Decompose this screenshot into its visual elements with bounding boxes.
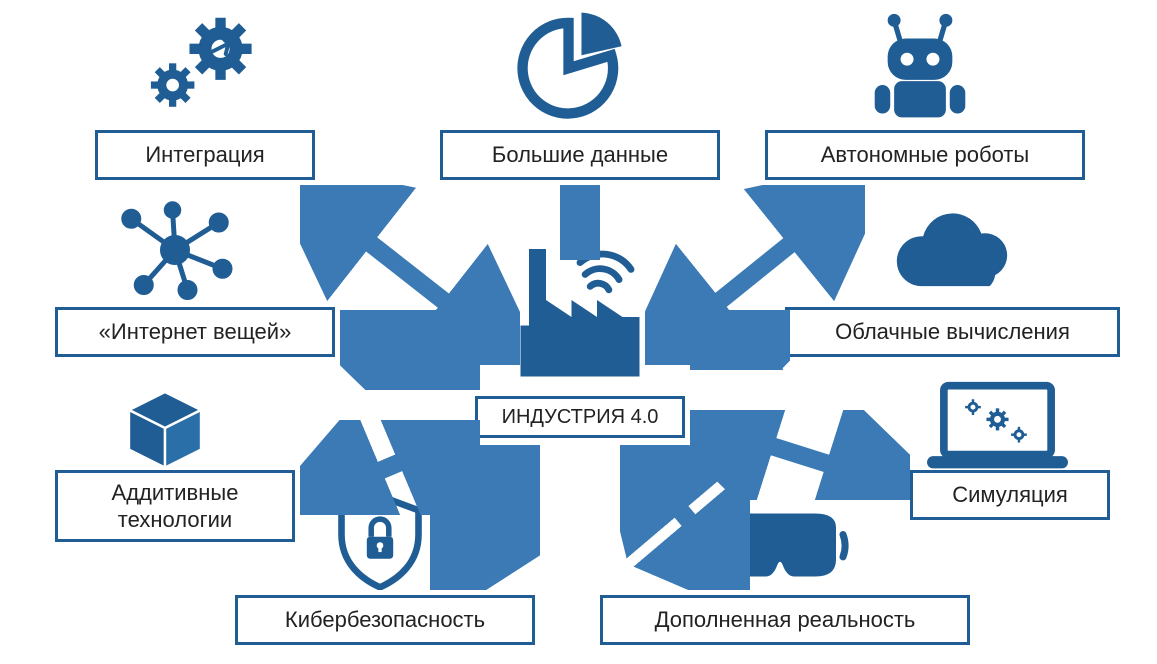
network-icon (110, 200, 240, 300)
simulation-label: Симуляция (952, 482, 1068, 508)
arrow-cloud (690, 310, 790, 370)
iot-label: «Интернет вещей» (99, 319, 292, 345)
gears-icon (140, 10, 270, 120)
arrow-bigdata (560, 185, 600, 260)
ar-box: Дополненная реальность (600, 595, 970, 645)
center-box: ИНДУСТРИЯ 4.0 (475, 396, 685, 438)
integration-label: Интеграция (145, 142, 264, 168)
center-label: ИНДУСТРИЯ 4.0 (502, 406, 659, 429)
cloud-icon (885, 210, 1025, 300)
additive-label: Аддитивные технологии (66, 479, 284, 534)
piechart-icon (510, 10, 640, 120)
robot-icon (855, 10, 985, 120)
bigdata-box: Большие данные (440, 130, 720, 180)
iot-box: «Интернет вещей» (55, 307, 335, 357)
ar-label: Дополненная реальность (655, 607, 916, 633)
simulation-box: Симуляция (910, 470, 1110, 520)
cloud-label: Облачные вычисления (835, 319, 1070, 345)
robots-box: Автономные роботы (765, 130, 1085, 180)
robots-label: Автономные роботы (821, 142, 1029, 168)
additive-box: Аддитивные технологии (55, 470, 295, 542)
bigdata-label: Большие данные (492, 142, 668, 168)
cube-icon (105, 380, 225, 470)
arrow-cyber (430, 445, 540, 590)
integration-box: Интеграция (95, 130, 315, 180)
cyber-box: Кибербезопасность (235, 595, 535, 645)
laptop-icon (920, 378, 1075, 473)
arrow-ar (620, 445, 750, 590)
arrow-iot (340, 310, 480, 390)
cyber-label: Кибербезопасность (285, 607, 485, 633)
